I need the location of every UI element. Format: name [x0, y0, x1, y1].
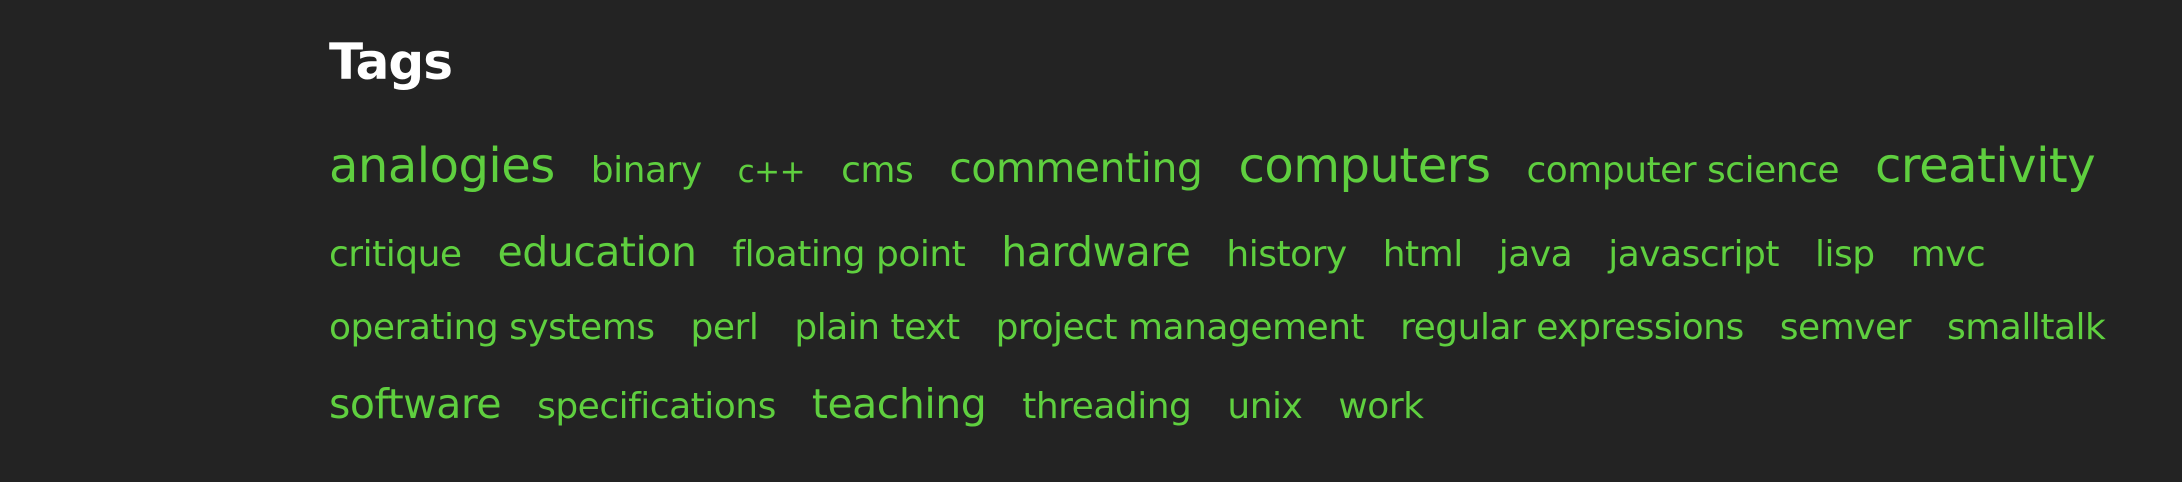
tag-mvc[interactable]: mvc	[1910, 234, 1986, 275]
tag-row-3: operating systems perl plain text projec…	[329, 310, 2141, 346]
tag-history[interactable]: history	[1226, 234, 1347, 275]
tag-cpp[interactable]: c++	[737, 154, 806, 190]
tag-software[interactable]: software	[329, 380, 502, 428]
tag-threading[interactable]: threading	[1022, 386, 1192, 427]
tag-regular-expressions[interactable]: regular expressions	[1400, 307, 1744, 348]
tag-floating-point[interactable]: floating point	[732, 234, 966, 275]
tag-hardware[interactable]: hardware	[1001, 228, 1191, 276]
tag-analogies[interactable]: analogies	[329, 138, 555, 194]
tag-computers[interactable]: computers	[1238, 138, 1491, 194]
tag-project-management[interactable]: project management	[995, 307, 1365, 348]
tag-cms[interactable]: cms	[841, 150, 914, 191]
tag-work[interactable]: work	[1338, 386, 1424, 427]
tag-javascript[interactable]: javascript	[1608, 234, 1779, 275]
tag-creativity[interactable]: creativity	[1875, 138, 2096, 194]
tag-row-1: analogies binary c++ cms commenting comp…	[329, 142, 2131, 190]
tag-html[interactable]: html	[1382, 234, 1464, 275]
tag-unix[interactable]: unix	[1227, 386, 1303, 427]
page-title: Tags	[329, 33, 453, 91]
tag-perl[interactable]: perl	[690, 307, 759, 348]
tag-plain-text[interactable]: plain text	[794, 307, 960, 348]
tag-java[interactable]: java	[1498, 234, 1573, 275]
tag-smalltalk[interactable]: smalltalk	[1946, 307, 2106, 348]
tag-row-4: software specifications teaching threadi…	[329, 384, 1459, 425]
tag-binary[interactable]: binary	[590, 150, 702, 191]
tag-commenting[interactable]: commenting	[949, 144, 1203, 192]
tag-semver[interactable]: semver	[1779, 307, 1912, 348]
tag-computer-science[interactable]: computer science	[1526, 150, 1839, 191]
tag-teaching[interactable]: teaching	[811, 380, 987, 428]
tag-row-2: critique education floating point hardwa…	[329, 232, 2021, 273]
tag-lisp[interactable]: lisp	[1814, 234, 1875, 275]
tag-specifications[interactable]: specifications	[537, 386, 776, 427]
tag-operating-systems[interactable]: operating systems	[329, 307, 655, 348]
tag-critique[interactable]: critique	[329, 234, 462, 275]
tag-education[interactable]: education	[497, 228, 697, 276]
